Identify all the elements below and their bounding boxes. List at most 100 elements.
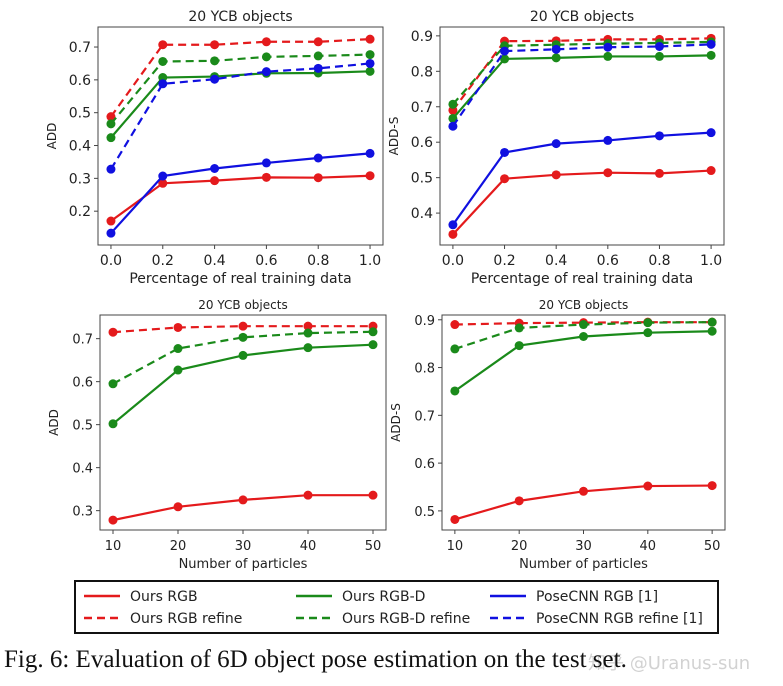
data-point <box>313 173 323 183</box>
data-point <box>448 113 458 123</box>
data-point <box>303 321 313 331</box>
data-point <box>579 486 588 496</box>
legend-label: PoseCNN RGB [1] <box>536 589 658 605</box>
legend-entry: Ours RGB-D refine <box>296 611 470 627</box>
x-tick-label: 0.8 <box>648 253 670 269</box>
data-point <box>551 53 561 63</box>
data-point <box>303 328 313 338</box>
data-point <box>365 34 375 44</box>
data-point <box>450 344 460 354</box>
data-point <box>654 131 664 141</box>
data-point <box>368 340 378 350</box>
data-point <box>514 341 524 351</box>
series-ours-rgb-d <box>106 66 375 143</box>
data-point <box>108 379 118 389</box>
y-tick-label: 0.7 <box>72 333 93 348</box>
series-ours-rgb-d-refine <box>450 317 717 354</box>
data-point <box>173 322 183 332</box>
data-point <box>261 172 271 182</box>
legend: Ours RGB Ours RGB refine Ours RGB-D Ours RG… <box>74 580 719 634</box>
data-point <box>313 51 323 61</box>
data-point <box>173 502 183 512</box>
y-tick-label: 0.7 <box>69 40 91 56</box>
series-ours-rgb-d <box>448 50 716 123</box>
data-point <box>261 37 271 47</box>
data-point <box>706 128 716 138</box>
data-point <box>261 158 271 168</box>
data-point <box>303 490 313 500</box>
data-point <box>158 178 168 188</box>
data-point <box>448 99 458 109</box>
data-point <box>706 39 716 49</box>
data-point <box>450 386 460 396</box>
data-point <box>500 46 510 56</box>
figure-caption: Fig. 6: Evaluation of 6D object pose est… <box>4 646 627 673</box>
x-tick-label: 40 <box>640 539 657 554</box>
data-point <box>106 164 116 174</box>
y-tick-label: 0.6 <box>411 135 433 151</box>
series-line <box>452 40 712 106</box>
series-line <box>110 174 371 222</box>
data-point <box>106 228 116 238</box>
x-tick-label: 0.8 <box>307 253 329 269</box>
y-tick-label: 0.5 <box>69 106 91 122</box>
x-tick-label: 40 <box>300 539 317 554</box>
data-point <box>210 40 220 50</box>
series-posecnn-rgb-1- <box>448 128 716 230</box>
series-line <box>452 131 712 226</box>
series-posecnn-rgb-1- <box>106 148 375 238</box>
y-tick-label: 0.4 <box>69 139 91 155</box>
data-point <box>303 343 313 353</box>
series-posecnn-rgb-refine-1- <box>106 58 375 174</box>
x-tick-label: 0.4 <box>545 253 567 269</box>
data-point <box>643 328 653 338</box>
data-point <box>706 166 716 176</box>
data-point <box>210 74 220 84</box>
x-tick-label: 1.0 <box>700 253 722 269</box>
series-ours-rgb <box>448 166 716 239</box>
data-point <box>313 153 323 163</box>
x-axis-label: Percentage of real training data <box>471 271 693 287</box>
series-ours-rgb <box>450 481 717 524</box>
series-ours-rgb <box>108 490 378 525</box>
subplot-3: 20 YCB objects 10 20 30 40 50 0.3 0.4 0.5 0.6 0.7 N… <box>47 298 387 572</box>
y-tick-label: 0.6 <box>414 457 435 472</box>
legend-entry: Ours RGB <box>84 589 198 605</box>
series-line <box>452 54 712 120</box>
y-tick-label: 0.8 <box>414 362 435 377</box>
legend-label: PoseCNN RGB refine [1] <box>536 611 703 627</box>
series-ours-rgb-d-refine <box>448 37 716 109</box>
data-point <box>238 495 248 505</box>
data-point <box>603 135 613 145</box>
x-tick-label: 10 <box>105 539 122 554</box>
data-point <box>108 419 118 429</box>
y-axis-label: ADD <box>45 123 59 150</box>
x-tick-label: 0.6 <box>597 253 619 269</box>
data-point <box>365 171 375 181</box>
y-tick-label: 0.7 <box>411 100 433 116</box>
data-point <box>106 119 116 129</box>
series-line <box>452 169 712 236</box>
data-point <box>707 317 717 327</box>
subplot-1: 20 YCB objects 0.0 0.2 0.4 0.6 0.8 1.0 0.2 0.3 0.… <box>45 9 384 287</box>
data-point <box>707 481 717 491</box>
data-point <box>368 327 378 337</box>
x-tick-label: 0.0 <box>442 253 464 269</box>
plot-frame <box>97 26 384 246</box>
data-point <box>158 171 168 181</box>
x-tick-label: 0.2 <box>152 253 174 269</box>
data-point <box>514 323 524 333</box>
series-ours-rgb-refine <box>106 34 375 122</box>
data-point <box>210 164 220 174</box>
data-point <box>603 168 613 178</box>
data-point <box>313 63 323 73</box>
y-tick-label: 0.6 <box>72 376 93 391</box>
data-point <box>238 332 248 342</box>
series-line <box>110 70 371 139</box>
data-point <box>551 139 561 149</box>
data-point <box>643 318 653 328</box>
data-point <box>261 67 271 77</box>
data-point <box>500 147 510 157</box>
legend-entry: Ours RGB-D <box>296 589 425 605</box>
